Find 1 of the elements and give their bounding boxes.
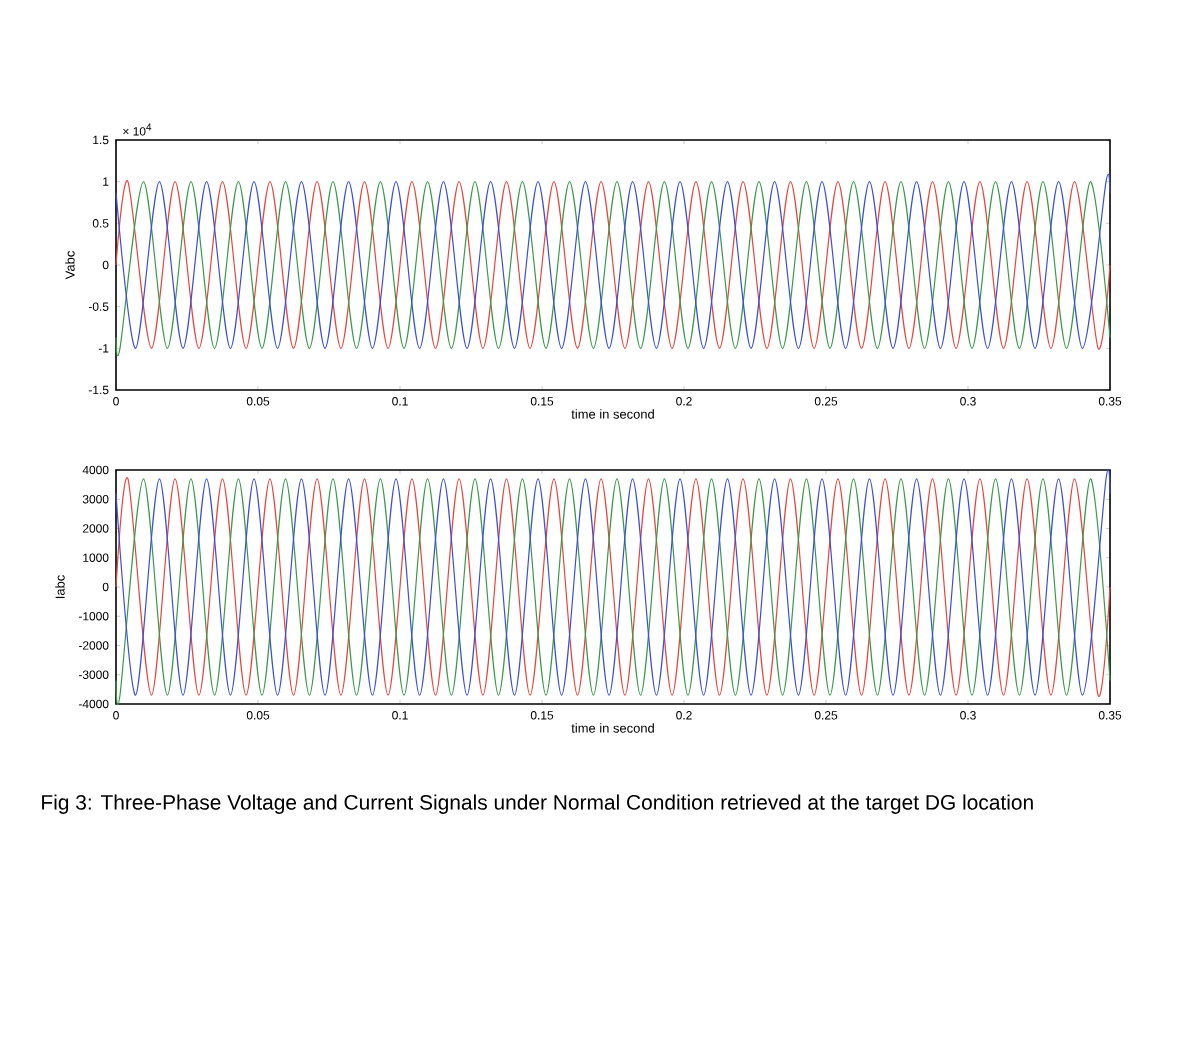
caption: Fig 3: Three-Phase Voltage and Current Signals under Normal Condition retrieved at the target DG location	[42, 794, 1033, 814]
